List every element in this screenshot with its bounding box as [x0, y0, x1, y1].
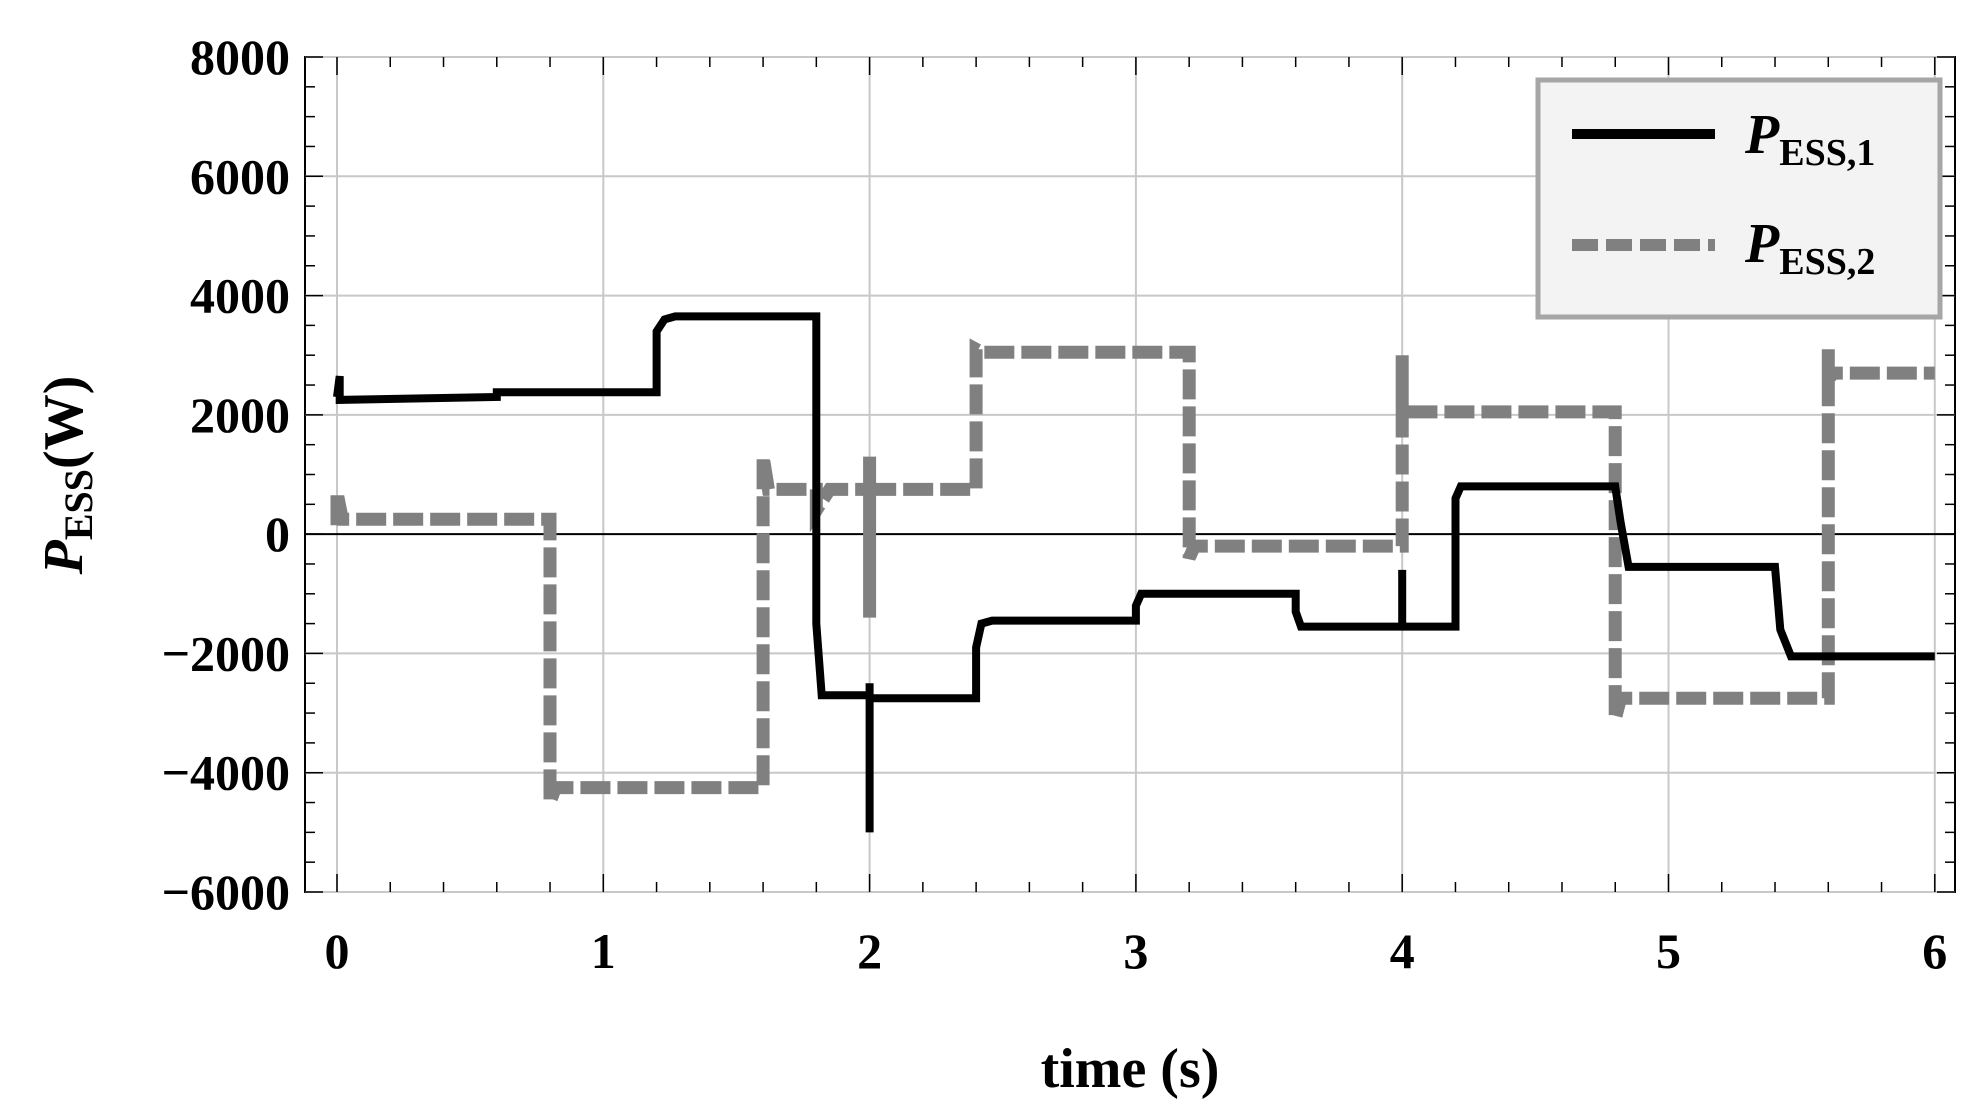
x-tick-label: 0 [325, 923, 350, 979]
legend-label-2: PESS,2 [1744, 213, 1875, 283]
legend-box [1535, 77, 1943, 320]
x-tick-label: 3 [1123, 923, 1148, 979]
y-tick-label: 4000 [190, 268, 290, 324]
y-tick-label: 2000 [190, 387, 290, 443]
y-axis-title-main: P [33, 539, 95, 575]
series-layer [330, 312, 1935, 833]
x-tick-labels: 0 1 2 3 4 5 6 [325, 923, 1948, 979]
legend-label-1-main: P [1744, 104, 1780, 166]
y-axis-title-sub: ESS [56, 469, 101, 540]
y-axis-title: PESS(W) [33, 376, 101, 576]
x-tick-label: 6 [1922, 923, 1947, 979]
y-tick-label: 0 [265, 506, 290, 562]
y-tick-label: −4000 [162, 745, 291, 801]
grid-lines [305, 56, 1955, 893]
legend-label-1-sub: ESS,1 [1779, 132, 1875, 174]
y-axis-title-unit: (W) [33, 376, 95, 469]
y-tick-label: 6000 [190, 148, 290, 204]
x-tick-label: 2 [857, 923, 882, 979]
legend-label-2-sub: ESS,2 [1779, 241, 1875, 283]
y-tick-label: −6000 [162, 864, 291, 920]
x-tick-label: 4 [1390, 923, 1415, 979]
x-tick-label: 1 [591, 923, 616, 979]
x-tick-label: 5 [1656, 923, 1681, 979]
y-tick-label: −2000 [162, 625, 291, 681]
series-line-2 [330, 338, 1935, 805]
legend: PESS,1 PESS,2 [1535, 77, 1943, 320]
y-tick-labels: −6000 −4000 −2000 0 2000 4000 6000 8000 [162, 29, 291, 920]
y-tick-label: 8000 [190, 29, 290, 85]
x-axis-title: time (s) [1041, 1038, 1220, 1100]
legend-label-2-main: P [1744, 213, 1780, 275]
series-line-1 [333, 312, 1935, 833]
legend-label-1: PESS,1 [1744, 104, 1875, 174]
